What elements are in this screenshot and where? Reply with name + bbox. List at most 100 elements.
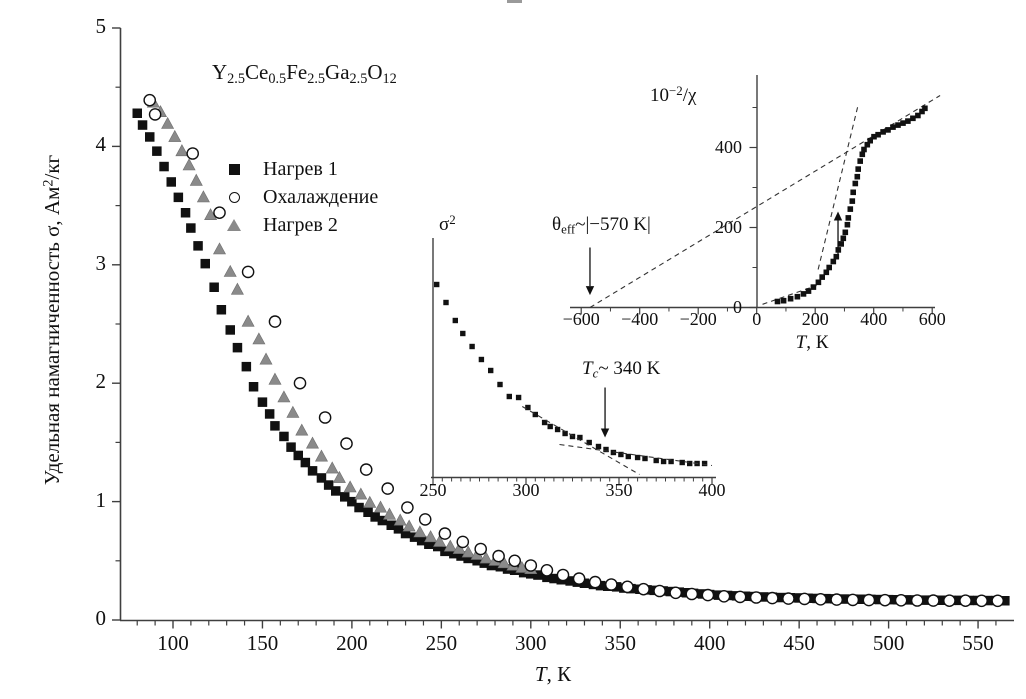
legend-label: Нагрев 1 — [263, 157, 338, 180]
data-point-circle — [782, 592, 795, 605]
data-point-square — [890, 124, 896, 130]
transition-tangent — [817, 103, 860, 270]
data-point-triangle — [413, 525, 427, 538]
data-point-square — [758, 592, 769, 602]
data-point-circle — [418, 513, 432, 526]
data-point-square — [800, 291, 807, 297]
data-point-circle — [186, 147, 199, 160]
data-point-circle — [268, 315, 282, 328]
data-point-square — [293, 450, 303, 461]
theta-arrow-head — [585, 286, 595, 296]
data-point-circle — [717, 590, 731, 603]
data-point-circle — [814, 593, 827, 606]
legend-item-3: Нагрев 2 — [220, 211, 378, 239]
data-point-square — [701, 460, 708, 467]
data-point-square — [316, 473, 327, 483]
data-point-circle — [456, 535, 470, 549]
data-point-triangle — [168, 129, 182, 142]
data-point-triangle — [161, 116, 175, 129]
x-tick-label-main: 500 — [872, 631, 905, 655]
data-point-square — [919, 108, 925, 115]
data-point-square — [456, 551, 466, 561]
data-point-square — [370, 512, 380, 522]
data-point-square — [547, 423, 553, 430]
data-point-square — [864, 141, 871, 148]
tangent-flat — [559, 443, 713, 467]
data-point-circle — [474, 542, 488, 556]
data-point-square — [562, 430, 568, 437]
data-point-square — [541, 419, 548, 426]
data-point-square — [586, 439, 592, 446]
data-point-square — [400, 528, 411, 539]
data-point-square — [857, 594, 867, 604]
data-point-square — [595, 443, 602, 450]
data-point-square — [443, 299, 449, 306]
data-point-triangle — [230, 282, 244, 295]
data-point-circle — [492, 549, 505, 563]
data-point-circle — [653, 584, 666, 598]
data-point-square — [774, 298, 781, 305]
data-point-triangle — [443, 539, 457, 552]
data-point-square — [618, 451, 624, 458]
square-marker — [228, 163, 240, 175]
data-point-square — [603, 446, 609, 453]
data-point-circle — [148, 108, 162, 121]
tangent-steep — [522, 406, 640, 475]
data-point-square — [424, 539, 434, 549]
data-point-circle — [318, 411, 332, 424]
data-point-triangle — [373, 500, 388, 513]
data-point-triangle — [286, 405, 300, 418]
cropped-artifact — [507, 0, 522, 3]
data-point-square — [307, 466, 318, 476]
data-point-square — [452, 317, 458, 324]
data-point-square — [787, 295, 794, 302]
data-point-square — [137, 120, 148, 130]
data-point-square — [323, 480, 334, 490]
legend-item-2: Охалаждение — [220, 183, 378, 211]
data-point-square — [542, 572, 552, 583]
circle-marker — [228, 191, 240, 203]
data-point-square — [610, 449, 617, 456]
inset2-y-label: 10−2/χ — [650, 83, 697, 106]
y-tick-label-main: 5 — [95, 14, 107, 38]
data-point-square — [159, 161, 169, 172]
data-point-square — [331, 486, 341, 496]
data-point-square — [838, 241, 844, 247]
data-point-square — [579, 578, 590, 588]
data-point-square — [780, 297, 787, 304]
data-point-triangle — [497, 556, 511, 569]
data-point-circle — [878, 593, 892, 607]
data-point-square — [257, 397, 268, 407]
inset2-theta-annotation: θeff~|−570 K| — [552, 214, 651, 237]
data-point-circle — [927, 594, 940, 607]
data-point-square — [867, 137, 873, 144]
data-point-square — [847, 206, 854, 212]
y-tick-label-inset2: 200 — [715, 216, 742, 237]
data-point-square — [880, 129, 886, 135]
x-tick-label-main: 200 — [336, 631, 368, 655]
data-point-square — [910, 115, 916, 122]
data-point-square — [833, 253, 840, 260]
data-point-square — [193, 241, 203, 251]
y-tick-label-main: 3 — [95, 250, 107, 275]
y-tick-label-inset2: 400 — [715, 136, 742, 157]
data-point-square — [849, 198, 856, 204]
x-tick-label-main: 300 — [515, 631, 547, 655]
data-point-square — [264, 409, 275, 419]
data-point-square — [875, 131, 881, 138]
data-point-square — [810, 284, 817, 290]
data-point-square — [180, 208, 191, 218]
data-point-square — [634, 454, 641, 461]
data-point-square — [900, 120, 906, 126]
data-point-square — [232, 342, 243, 353]
data-point-circle — [669, 586, 683, 600]
data-point-square — [145, 132, 155, 142]
data-point-triangle — [461, 545, 475, 558]
data-point-triangle — [433, 534, 447, 547]
y-tick-label-inset2: 0 — [733, 296, 742, 317]
data-point-square — [660, 458, 667, 465]
x-tick-label-inset2: 200 — [801, 309, 829, 329]
x-axis-title: T, К — [534, 662, 572, 686]
data-point-square — [363, 507, 373, 517]
data-point-triangle — [479, 551, 493, 564]
